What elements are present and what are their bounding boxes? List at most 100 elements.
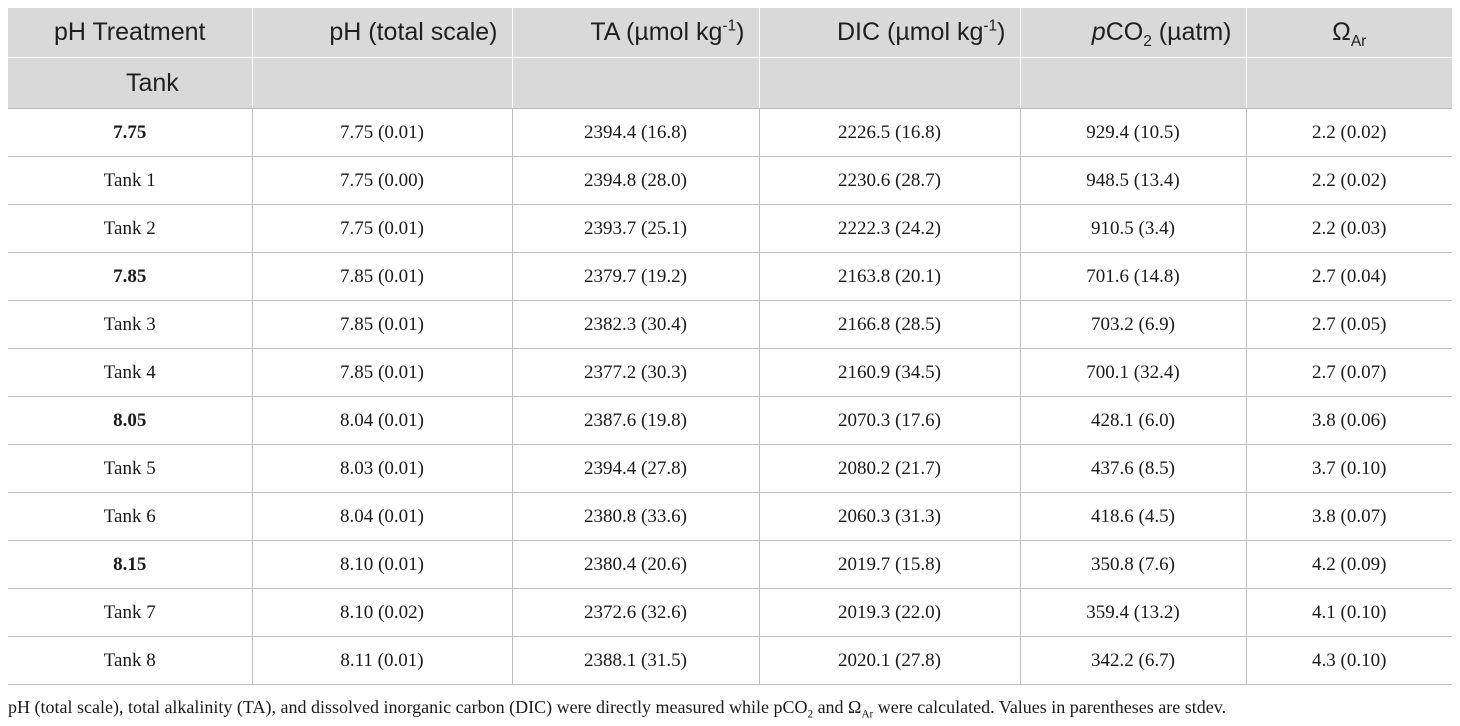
- subheader-empty-cell: [759, 57, 1021, 109]
- treatment-row: 7.75 7.75 (0.01) 2394.4 (16.8) 2226.5 (16.8…: [8, 108, 1452, 157]
- ta-cell: 2393.7 (25.1): [512, 204, 760, 253]
- dic-cell: 2230.6 (28.7): [759, 156, 1021, 205]
- omega-cell: 4.2 (0.09): [1246, 540, 1452, 589]
- tank-row: Tank 1 7.75 (0.00) 2394.8 (28.0) 2230.6 (28…: [8, 156, 1452, 205]
- treatment-row: 8.05 8.04 (0.01) 2387.6 (19.8) 2070.3 (17.6…: [8, 396, 1452, 445]
- pco2-cell: 342.2 (6.7): [1020, 636, 1247, 685]
- tank-row: Tank 5 8.03 (0.01) 2394.4 (27.8) 2080.2 (21…: [8, 444, 1452, 493]
- ta-cell: 2387.6 (19.8): [512, 396, 760, 445]
- pco2-cell: 437.6 (8.5): [1020, 444, 1247, 493]
- ph-cell: 7.75 (0.01): [252, 108, 513, 157]
- ta-cell: 2379.7 (19.2): [512, 252, 760, 301]
- tank-row: Tank 4 7.85 (0.01) 2377.2 (30.3) 2160.9 (34…: [8, 348, 1452, 397]
- omega-cell: 4.3 (0.10): [1246, 636, 1452, 685]
- dic-cell: 2080.2 (21.7): [759, 444, 1021, 493]
- header-ph-total-scale: pH (total scale): [252, 8, 513, 58]
- omega-cell: 2.2 (0.03): [1246, 204, 1452, 253]
- dic-cell: 2163.8 (20.1): [759, 252, 1021, 301]
- omega-cell: 2.2 (0.02): [1246, 108, 1452, 157]
- ph-cell: 8.11 (0.01): [252, 636, 513, 685]
- header-dic: DIC (µmol kg-1): [759, 8, 1021, 58]
- pco2-cell: 948.5 (13.4): [1020, 156, 1247, 205]
- pco2-cell: 910.5 (3.4): [1020, 204, 1247, 253]
- treatment-cell: Tank 3: [8, 300, 253, 349]
- treatment-cell: Tank 1: [8, 156, 253, 205]
- tank-row: Tank 8 8.11 (0.01) 2388.1 (31.5) 2020.1 (27…: [8, 636, 1452, 685]
- treatment-cell: 7.85: [8, 252, 253, 301]
- omega-cell: 2.2 (0.02): [1246, 156, 1452, 205]
- ta-cell: 2380.8 (33.6): [512, 492, 760, 541]
- tank-row: Tank 2 7.75 (0.01) 2393.7 (25.1) 2222.3 (24…: [8, 204, 1452, 253]
- subheader-tank: Tank: [8, 57, 253, 109]
- treatment-cell: Tank 2: [8, 204, 253, 253]
- pco2-cell: 700.1 (32.4): [1020, 348, 1247, 397]
- ph-cell: 8.10 (0.01): [252, 540, 513, 589]
- dic-cell: 2222.3 (24.2): [759, 204, 1021, 253]
- tank-row: Tank 7 8.10 (0.02) 2372.6 (32.6) 2019.3 (22…: [8, 588, 1452, 637]
- subheader-row: Tank: [8, 57, 1452, 109]
- omega-cell: 2.7 (0.05): [1246, 300, 1452, 349]
- table-body: 7.75 7.75 (0.01) 2394.4 (16.8) 2226.5 (16.8…: [8, 108, 1452, 685]
- ph-cell: 8.03 (0.01): [252, 444, 513, 493]
- subheader-empty-cell: [1020, 57, 1247, 109]
- subheader-empty-cell: [1246, 57, 1452, 109]
- treatment-cell: Tank 7: [8, 588, 253, 637]
- treatment-cell: Tank 6: [8, 492, 253, 541]
- treatment-cell: 8.15: [8, 540, 253, 589]
- ph-cell: 8.04 (0.01): [252, 396, 513, 445]
- dic-cell: 2160.9 (34.5): [759, 348, 1021, 397]
- pco2-cell: 428.1 (6.0): [1020, 396, 1247, 445]
- omega-cell: 2.7 (0.07): [1246, 348, 1452, 397]
- table-footnote: pH (total scale), total alkalinity (TA),…: [8, 697, 1227, 721]
- pco2-cell: 350.8 (7.6): [1020, 540, 1247, 589]
- ta-cell: 2380.4 (20.6): [512, 540, 760, 589]
- treatment-cell: Tank 8: [8, 636, 253, 685]
- header-omega-ar: ΩAr: [1246, 8, 1452, 58]
- dic-cell: 2060.3 (31.3): [759, 492, 1021, 541]
- pco2-cell: 359.4 (13.2): [1020, 588, 1247, 637]
- omega-cell: 3.8 (0.07): [1246, 492, 1452, 541]
- dic-cell: 2166.8 (28.5): [759, 300, 1021, 349]
- dic-cell: 2019.7 (15.8): [759, 540, 1021, 589]
- ph-cell: 7.85 (0.01): [252, 252, 513, 301]
- ph-cell: 8.04 (0.01): [252, 492, 513, 541]
- header-pco2: pCO2 (µatm): [1020, 8, 1247, 58]
- ph-cell: 7.75 (0.01): [252, 204, 513, 253]
- ta-cell: 2394.4 (16.8): [512, 108, 760, 157]
- dic-cell: 2226.5 (16.8): [759, 108, 1021, 157]
- treatment-cell: 8.05: [8, 396, 253, 445]
- pco2-cell: 703.2 (6.9): [1020, 300, 1247, 349]
- dic-cell: 2019.3 (22.0): [759, 588, 1021, 637]
- omega-cell: 3.7 (0.10): [1246, 444, 1452, 493]
- data-table-container: pH Treatment pH (total scale) TA (µmol k…: [8, 8, 1452, 685]
- ta-cell: 2394.8 (28.0): [512, 156, 760, 205]
- tank-row: Tank 6 8.04 (0.01) 2380.8 (33.6) 2060.3 (31…: [8, 492, 1452, 541]
- ph-cell: 7.85 (0.01): [252, 348, 513, 397]
- ta-cell: 2394.4 (27.8): [512, 444, 760, 493]
- ta-cell: 2372.6 (32.6): [512, 588, 760, 637]
- ph-cell: 8.10 (0.02): [252, 588, 513, 637]
- carbonate-chemistry-table: pH Treatment pH (total scale) TA (µmol k…: [8, 8, 1452, 685]
- ta-cell: 2377.2 (30.3): [512, 348, 760, 397]
- tank-row: Tank 3 7.85 (0.01) 2382.3 (30.4) 2166.8 (28…: [8, 300, 1452, 349]
- header-ph-treatment: pH Treatment: [8, 8, 253, 58]
- ta-cell: 2382.3 (30.4): [512, 300, 760, 349]
- omega-cell: 2.7 (0.04): [1246, 252, 1452, 301]
- omega-cell: 3.8 (0.06): [1246, 396, 1452, 445]
- table-header: pH Treatment pH (total scale) TA (µmol k…: [8, 8, 1452, 109]
- subheader-empty-cell: [512, 57, 760, 109]
- pco2-cell: 929.4 (10.5): [1020, 108, 1247, 157]
- treatment-row: 7.85 7.85 (0.01) 2379.7 (19.2) 2163.8 (20.1…: [8, 252, 1452, 301]
- subheader-empty-cell: [252, 57, 513, 109]
- treatment-cell: Tank 4: [8, 348, 253, 397]
- treatment-cell: Tank 5: [8, 444, 253, 493]
- dic-cell: 2070.3 (17.6): [759, 396, 1021, 445]
- ph-cell: 7.75 (0.00): [252, 156, 513, 205]
- dic-cell: 2020.1 (27.8): [759, 636, 1021, 685]
- treatment-cell: 7.75: [8, 108, 253, 157]
- treatment-row: 8.15 8.10 (0.01) 2380.4 (20.6) 2019.7 (15.8…: [8, 540, 1452, 589]
- header-ta: TA (µmol kg-1): [512, 8, 760, 58]
- pco2-cell: 418.6 (4.5): [1020, 492, 1247, 541]
- ta-cell: 2388.1 (31.5): [512, 636, 760, 685]
- omega-cell: 4.1 (0.10): [1246, 588, 1452, 637]
